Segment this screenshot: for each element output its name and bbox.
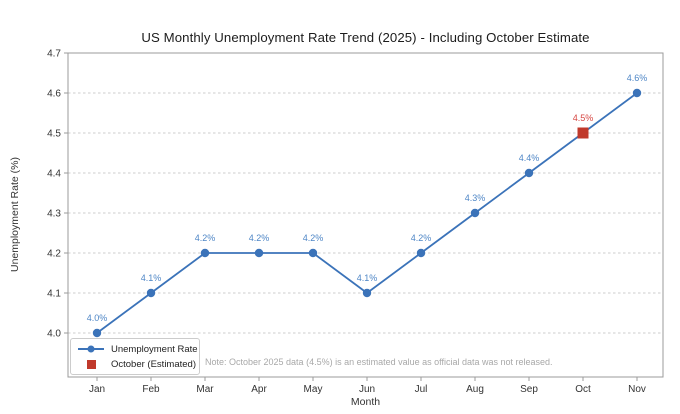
legend-item-october-estimated: October (Estimated) xyxy=(78,358,196,370)
svg-text:Aug: Aug xyxy=(466,384,484,395)
svg-text:4.4%: 4.4% xyxy=(519,153,540,163)
svg-text:4.3%: 4.3% xyxy=(465,193,486,203)
svg-text:4.1%: 4.1% xyxy=(141,273,162,283)
legend-square-swatch xyxy=(86,359,96,369)
svg-text:4.7: 4.7 xyxy=(47,49,61,60)
svg-text:4.1: 4.1 xyxy=(47,289,61,300)
svg-text:4.2%: 4.2% xyxy=(249,233,270,243)
svg-text:4.0: 4.0 xyxy=(47,329,61,340)
svg-text:4.2%: 4.2% xyxy=(411,233,432,243)
svg-text:4.2%: 4.2% xyxy=(195,233,216,243)
svg-text:4.2: 4.2 xyxy=(47,249,61,260)
svg-text:Jun: Jun xyxy=(359,384,375,395)
svg-text:4.5: 4.5 xyxy=(47,129,61,140)
svg-text:4.1%: 4.1% xyxy=(357,273,378,283)
svg-text:May: May xyxy=(304,384,323,395)
svg-text:Sep: Sep xyxy=(520,384,538,395)
svg-text:4.5%: 4.5% xyxy=(573,113,594,123)
svg-text:4.4: 4.4 xyxy=(47,169,61,180)
svg-text:Jan: Jan xyxy=(89,384,105,395)
x-axis-label: Month xyxy=(350,396,381,408)
legend-label-october-estimated: October (Estimated) xyxy=(111,358,196,370)
svg-text:Mar: Mar xyxy=(196,384,214,395)
legend-label-unemployment-rate: Unemployment Rate xyxy=(111,343,198,355)
svg-text:4.6%: 4.6% xyxy=(627,73,648,83)
svg-text:Feb: Feb xyxy=(142,384,160,395)
svg-text:Jul: Jul xyxy=(415,384,428,395)
legend-line-swatch xyxy=(78,345,104,353)
svg-text:Nov: Nov xyxy=(628,384,646,395)
svg-text:4.3: 4.3 xyxy=(47,209,61,220)
chart-title: US Monthly Unemployment Rate Trend (2025… xyxy=(141,30,590,45)
svg-text:4.6: 4.6 xyxy=(47,89,61,100)
svg-text:Apr: Apr xyxy=(251,384,267,395)
chart-note: Note: October 2025 data (4.5%) is an est… xyxy=(205,357,553,367)
svg-text:Oct: Oct xyxy=(575,384,591,395)
legend-item-unemployment-rate: Unemployment Rate xyxy=(78,343,198,355)
legend: Unemployment Rate October (Estimated) xyxy=(70,338,200,375)
svg-text:4.0%: 4.0% xyxy=(87,313,108,323)
svg-text:4.2%: 4.2% xyxy=(303,233,324,243)
legend-dot-swatch xyxy=(87,345,95,353)
